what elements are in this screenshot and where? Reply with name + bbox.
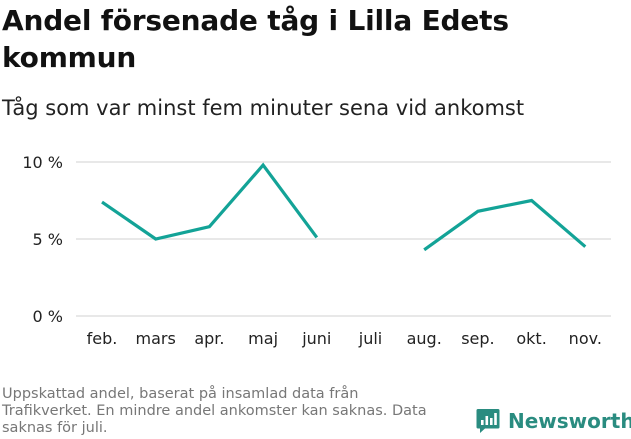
y-tick-label: 10 % [22, 153, 63, 172]
x-tick-label: aug. [407, 329, 442, 348]
x-tick-label: mars [136, 329, 176, 348]
x-tick-label: nov. [569, 329, 602, 348]
y-tick-label: 5 % [33, 230, 63, 249]
y-tick-label: 0 % [33, 307, 63, 326]
newsworthy-logo-icon [476, 409, 500, 433]
x-tick-label: juni [301, 329, 331, 348]
chart-subtitle: Tåg som var minst fem minuter sena vid a… [2, 96, 525, 120]
footnote: Uppskattad andel, baserat på insamlad da… [2, 386, 427, 436]
x-tick-label: okt. [516, 329, 546, 348]
series-lines [101, 162, 587, 252]
line-chart: 0 % 5 % 10 % feb. mars apr. maj juni juli aug. se… [22, 153, 611, 348]
x-tick-label: juli [358, 329, 382, 348]
series-line-segment [423, 198, 587, 252]
brand-name: Newsworthy [508, 409, 631, 433]
x-tick-label: feb. [87, 329, 118, 348]
chart-title: Andel försenade tåg i Lilla Edets kommun [2, 4, 509, 74]
y-axis-labels: 0 % 5 % 10 % [22, 153, 63, 326]
x-tick-label: maj [248, 329, 278, 348]
newsworthy-brand[interactable]: Newsworthy [476, 408, 631, 434]
grid-layer [76, 161, 611, 317]
x-axis-labels: feb. mars apr. maj juni juli aug. sep. okt. nov. [87, 329, 602, 348]
x-tick-label: sep. [461, 329, 494, 348]
x-tick-label: apr. [194, 329, 224, 348]
series-line-segment [101, 162, 319, 241]
